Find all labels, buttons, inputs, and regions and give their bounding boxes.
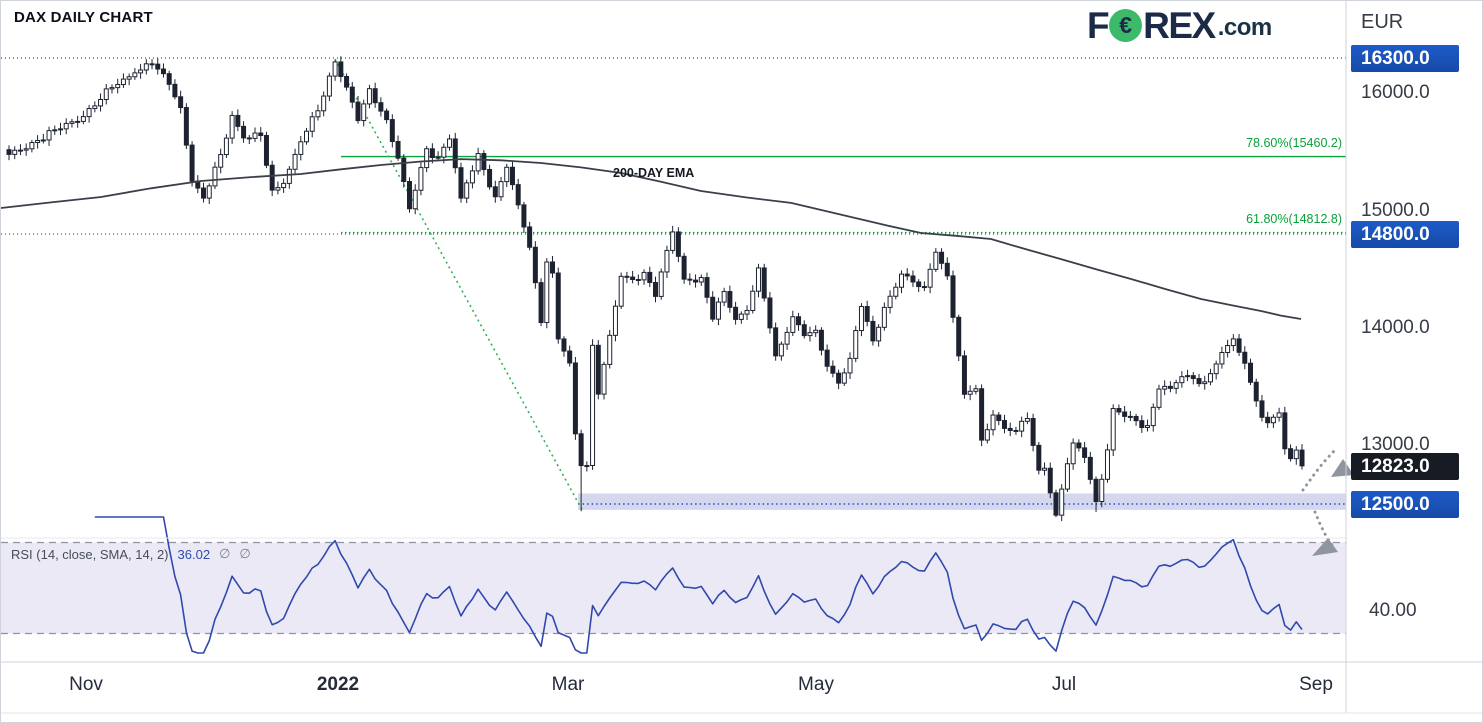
arrow-annotations bbox=[1301, 449, 1354, 556]
rsi-line bbox=[94, 516, 1303, 654]
forex-logo: F € REX .com bbox=[1087, 7, 1272, 44]
arrow-to-price-dots bbox=[1301, 449, 1336, 492]
arrow-to-price-head bbox=[1331, 459, 1354, 477]
logo-euro-icon: € bbox=[1109, 9, 1143, 42]
candlestick-series bbox=[6, 56, 1305, 522]
support-zone bbox=[578, 493, 1346, 510]
logo-dotcom: .com bbox=[1217, 14, 1273, 41]
page-title: DAX DAILY CHART bbox=[14, 9, 153, 26]
arrow-breakdown-head bbox=[1312, 538, 1338, 556]
logo-euro-glyph: € bbox=[1119, 12, 1132, 38]
annotation-lines bbox=[1, 57, 1346, 511]
rsi-pane bbox=[1, 541, 1346, 635]
ema-200-line bbox=[1, 158, 1302, 320]
logo-letters-rex: REX bbox=[1143, 5, 1216, 46]
logo-letter-f: F bbox=[1087, 5, 1110, 46]
